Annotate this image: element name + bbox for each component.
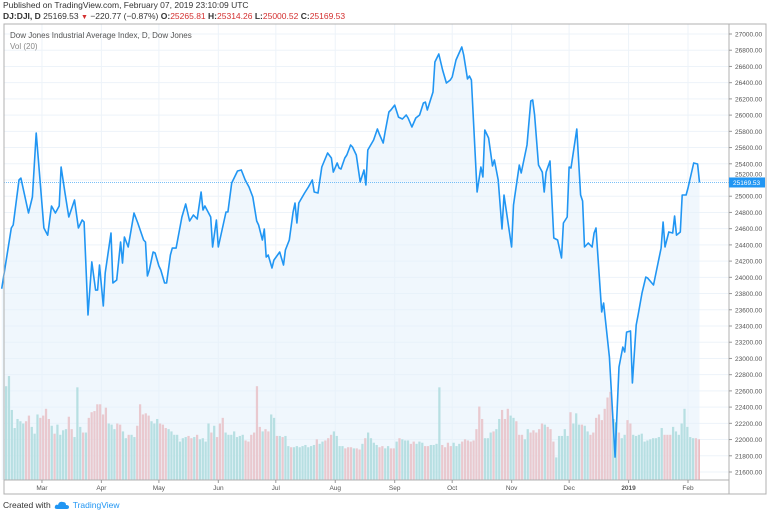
x-tick-label: Dec xyxy=(563,485,575,492)
y-tick-label: 26000.00 xyxy=(735,113,762,120)
y-tick-label: 22200.00 xyxy=(735,421,762,428)
y-tick-label: 24600.00 xyxy=(735,226,762,233)
close-value: 25169.53 xyxy=(309,11,346,21)
x-tick-label: Aug xyxy=(329,485,341,492)
y-tick-label: 23800.00 xyxy=(735,291,762,298)
y-tick-label: 26800.00 xyxy=(735,48,762,55)
chart-border xyxy=(3,23,767,495)
y-tick-label: 27000.00 xyxy=(735,32,762,39)
y-tick-label: 25200.00 xyxy=(735,171,762,178)
symbol-quote-bar: DJ:DJI, D 25169.53 ▼ −220.77 (−0.87%) O:… xyxy=(3,11,345,23)
y-tick-label: 22800.00 xyxy=(735,372,762,379)
y-tick-label: 23200.00 xyxy=(735,340,762,347)
x-tick-label: Oct xyxy=(447,485,457,492)
footer: Created with TradingView xyxy=(3,500,120,510)
y-tick-label: 24000.00 xyxy=(735,275,762,282)
x-tick-label: May xyxy=(153,485,166,492)
down-arrow-icon: ▼ xyxy=(81,14,88,21)
chart-legend: Dow Jones Industrial Average Index, D, D… xyxy=(10,30,192,52)
low-value: 25000.52 xyxy=(262,11,299,21)
y-tick-label: 21800.00 xyxy=(735,453,762,460)
y-tick-label: 24400.00 xyxy=(735,242,762,249)
y-tick-label: 23000.00 xyxy=(735,356,762,363)
last-price-tag xyxy=(729,177,765,188)
created-with-text: Created with xyxy=(3,500,51,510)
y-tick-label: 25000.00 xyxy=(735,194,762,201)
high-value: 25314.26 xyxy=(217,11,253,21)
price-change: −220.77 (−0.87%) xyxy=(90,11,159,21)
open-label: O: xyxy=(160,11,171,21)
open-value: 25265.81 xyxy=(170,11,206,21)
y-tick-label: 25800.00 xyxy=(735,129,762,136)
y-tick-label: 26400.00 xyxy=(735,80,762,87)
y-tick-label: 22600.00 xyxy=(735,388,762,395)
x-tick-label: Apr xyxy=(96,485,107,492)
x-tick-label: Jul xyxy=(272,485,281,492)
symbol-name: DJ:DJI, D xyxy=(3,11,41,21)
time-axis[interactable]: Mar Apr May Jun Jul Aug Sep Oct Nov Dec 2019 Feb xyxy=(36,480,694,492)
y-tick-label: 26200.00 xyxy=(735,96,762,103)
y-tick-label: 25400.00 xyxy=(735,161,762,168)
last-price-tag-label: 25169.53 xyxy=(733,180,760,187)
y-tick-label: 23400.00 xyxy=(735,324,762,331)
x-tick-label: Sep xyxy=(389,485,401,492)
y-tick-label: 21600.00 xyxy=(735,470,762,477)
y-tick-label: 23600.00 xyxy=(735,307,762,314)
x-tick-label: Nov xyxy=(506,485,518,492)
x-tick-label: 2019 xyxy=(621,485,636,492)
y-tick-label: 24800.00 xyxy=(735,210,762,217)
last-price: 25169.53 xyxy=(43,11,79,21)
chart-frame xyxy=(3,23,767,495)
low-label: L: xyxy=(254,11,263,21)
y-tick-label: 22000.00 xyxy=(735,437,762,444)
tradingview-cloud-icon xyxy=(54,501,69,509)
price-axis[interactable]: 27000.00 26800.00 26600.00 26400.00 26200.00… xyxy=(729,32,765,477)
close-label: C: xyxy=(300,11,310,21)
x-tick-label: Mar xyxy=(36,485,48,492)
tradingview-link[interactable]: TradingView xyxy=(72,500,120,510)
y-tick-label: 25600.00 xyxy=(735,145,762,152)
series-title: Dow Jones Industrial Average Index, D, D… xyxy=(10,31,192,40)
x-tick-label: Feb xyxy=(682,485,694,492)
high-label: H: xyxy=(208,11,218,21)
y-tick-label: 22400.00 xyxy=(735,405,762,412)
x-tick-label: Jun xyxy=(213,485,224,492)
y-tick-label: 26600.00 xyxy=(735,64,762,71)
published-info: Published on TradingView.com, February 0… xyxy=(3,0,249,10)
y-tick-label: 24200.00 xyxy=(735,259,762,266)
volume-indicator-label: Vol (20) xyxy=(10,42,38,51)
